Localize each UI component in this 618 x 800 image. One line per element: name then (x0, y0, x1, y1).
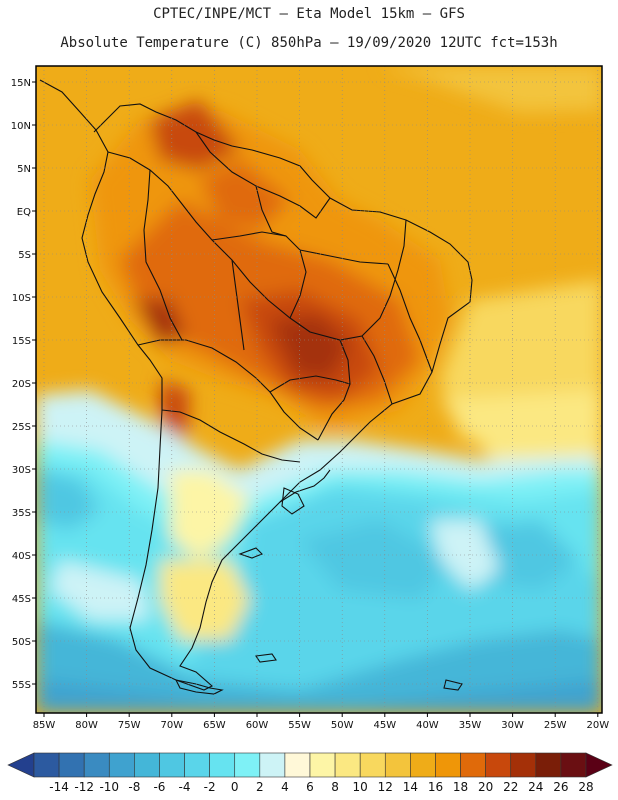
lat-label: 30S (12, 465, 31, 476)
colorbar-label: -12 (74, 780, 94, 794)
lat-label: 40S (12, 551, 31, 562)
map-frame (35, 65, 603, 714)
colorbar-label: 28 (578, 780, 593, 794)
colorbar-cell (234, 752, 261, 778)
colorbar-cell (384, 752, 411, 778)
lat-label: 35S (12, 508, 31, 519)
lon-label: 80W (75, 720, 98, 731)
colorbar-cell (259, 752, 286, 778)
colorbar-cell (334, 752, 361, 778)
colorbar-cell (309, 752, 336, 778)
colorbar-cell (33, 752, 60, 778)
colorbar-label: 24 (528, 780, 543, 794)
lat-label: 55S (12, 680, 31, 691)
colorbar-label: 8 (331, 780, 339, 794)
colorbar-cell (560, 752, 587, 778)
colorbar-max-arrow (585, 752, 613, 778)
colorbar-label: 10 (353, 780, 368, 794)
lon-label: 55W (288, 720, 311, 731)
colorbar-label: 0 (231, 780, 239, 794)
lon-label: 35W (459, 720, 482, 731)
colorbar-labels: -14 -12 -10 -8 -6 -4 -2 0 2 4 6 8 10 12 14 16 18 20 22 24 26… (49, 780, 593, 794)
colorbar-label: -14 (49, 780, 69, 794)
lon-label: 70W (160, 720, 183, 731)
colorbar-label: -6 (153, 780, 165, 794)
colorbar-label: 14 (403, 780, 418, 794)
colorbar-label: -10 (99, 780, 119, 794)
colorbar-cell (410, 752, 436, 778)
colorbar-cell (58, 752, 85, 778)
lat-label: 10S (12, 293, 31, 304)
colorbar-label: -4 (179, 780, 191, 794)
colorbar-label: 16 (428, 780, 443, 794)
colorbar-cell (485, 752, 512, 778)
colorbar-label: -2 (204, 780, 216, 794)
lon-label: 25W (544, 720, 567, 731)
lat-label: EQ (17, 207, 31, 218)
lat-label: 15S (12, 336, 31, 347)
latitude-labels: 15N 10N 5N EQ 5S 10S 15S 20S 25S 30S 35S 40S 45S 50S 5… (11, 78, 36, 691)
colorbar-cell (184, 752, 210, 778)
colorbar-cell (359, 752, 386, 778)
title-line-1: CPTEC/INPE/MCT – Eta Model 15km – GFS (153, 6, 465, 22)
lon-label: 60W (246, 720, 269, 731)
colorbar-cell (284, 752, 311, 778)
colorbar-label: 18 (453, 780, 468, 794)
longitude-labels: 85W 80W 75W 70W 65W 60W 55W 50W 45W 40W 35W 30W 25W 2… (33, 713, 609, 731)
colorbar-label: 20 (478, 780, 493, 794)
title-line-2: Absolute Temperature (C) 850hPa – 19/09/… (60, 35, 558, 51)
colorbar-label: 26 (553, 780, 568, 794)
lon-label: 65W (203, 720, 226, 731)
lat-label: 50S (12, 637, 31, 648)
colorbar-cell (108, 752, 135, 778)
colorbar (7, 752, 613, 778)
lat-label: 15N (11, 78, 31, 89)
colorbar-label: 12 (378, 780, 393, 794)
lat-label: 10N (11, 121, 31, 132)
lon-label: 40W (416, 720, 439, 731)
temperature-field (36, 66, 602, 713)
lat-label: 20S (12, 379, 31, 390)
colorbar-cell (209, 752, 236, 778)
lat-label: 5N (17, 164, 31, 175)
colorbar-cell (435, 752, 461, 778)
colorbar-label: 2 (256, 780, 264, 794)
colorbar-label: 22 (503, 780, 518, 794)
colorbar-cell (460, 752, 486, 778)
lon-label: 50W (331, 720, 354, 731)
lon-label: 85W (33, 720, 56, 731)
colorbar-cell (159, 752, 185, 778)
colorbar-cell (83, 752, 110, 778)
lat-label: 25S (12, 422, 31, 433)
colorbar-min-arrow (7, 752, 35, 778)
colorbar-label: 6 (306, 780, 314, 794)
lon-label: 45W (373, 720, 396, 731)
lon-label: 20W (586, 720, 609, 731)
lon-label: 30W (501, 720, 524, 731)
lat-label: 45S (12, 594, 31, 605)
colorbar-cell (535, 752, 562, 778)
colorbar-label: 4 (281, 780, 289, 794)
lon-label: 75W (118, 720, 141, 731)
coastline (39, 79, 473, 695)
colorbar-cell (134, 752, 160, 778)
lat-label: 5S (18, 250, 31, 261)
colorbar-cell (510, 752, 537, 778)
colorbar-label: -8 (128, 780, 140, 794)
